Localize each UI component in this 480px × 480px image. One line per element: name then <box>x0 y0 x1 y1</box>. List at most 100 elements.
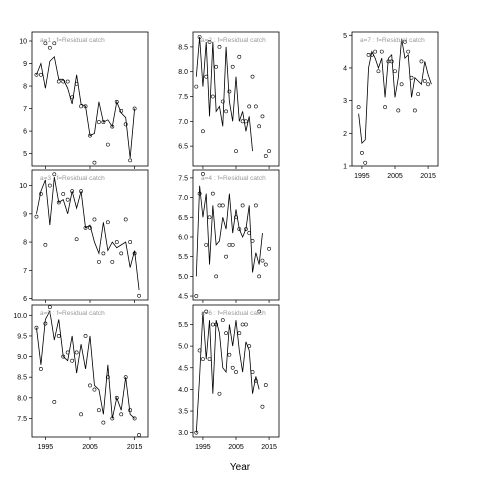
data-point <box>250 370 255 374</box>
y-tick-label: 4.5 <box>178 365 188 372</box>
y-tick-label: 8.5 <box>17 375 27 382</box>
data-point <box>214 274 219 279</box>
data-point <box>83 104 88 109</box>
data-point <box>257 309 262 314</box>
data-point <box>61 192 66 196</box>
y-tick-label: 10 <box>19 183 27 190</box>
data-point <box>74 237 79 242</box>
data-point <box>237 331 242 336</box>
data-point <box>220 203 225 208</box>
y-tick-label: 6.5 <box>178 144 188 151</box>
series-line <box>358 38 432 144</box>
data-point <box>204 74 209 79</box>
y-tick-label: 9.5 <box>17 333 27 340</box>
data-point <box>363 160 368 165</box>
data-point <box>101 420 106 425</box>
data-point <box>83 226 88 230</box>
data-point <box>224 331 228 336</box>
panel: 4.5 5.0 5.5 6.0 6.5 7.0 7.5 a=4 : f=Residual ca… <box>178 169 280 303</box>
y-tick-label: 9 <box>23 211 27 218</box>
panel-frame <box>192 169 280 301</box>
y-tick-label: 5.5 <box>178 254 188 261</box>
y-tick-label: 5 <box>23 151 27 158</box>
data-point <box>114 395 119 400</box>
data-point <box>70 95 75 100</box>
data-point <box>47 183 52 188</box>
panel-frame <box>192 31 280 167</box>
data-point <box>65 350 70 355</box>
data-point <box>39 72 43 77</box>
y-tick-label: 9 <box>23 61 27 68</box>
panel: 1 2 3 4 5 1995 2005 2015 a=7 : f=Residual catch <box>343 31 439 180</box>
data-point <box>128 240 133 244</box>
series-line <box>36 309 135 419</box>
data-point <box>207 40 212 44</box>
data-point <box>240 203 245 208</box>
data-point <box>34 214 39 219</box>
data-point <box>356 105 361 110</box>
y-tick-label: 7.5 <box>17 416 27 423</box>
panel-frame <box>31 304 149 438</box>
data-point <box>137 293 141 298</box>
panel-frame <box>351 31 439 167</box>
data-point <box>263 154 268 158</box>
panel-frame <box>31 31 149 167</box>
data-point <box>128 408 133 413</box>
data-point <box>101 251 106 256</box>
data-point <box>197 191 202 196</box>
panel-label: a=3 : f=Residual catch <box>40 175 105 182</box>
panel-label: a=7 : f=Residual catch <box>360 37 425 44</box>
data-point <box>97 408 101 413</box>
data-point <box>194 84 199 89</box>
data-point <box>369 52 374 57</box>
data-point <box>70 189 75 194</box>
y-tick-label: 8 <box>23 240 27 247</box>
panel: 5 6 7 8 9 10 a=1 : f=Residual catch <box>19 31 149 169</box>
y-tick-label: 6.5 <box>178 215 188 222</box>
data-point <box>92 160 97 165</box>
y-tick-label: 4.5 <box>178 294 188 301</box>
data-point <box>267 246 271 251</box>
data-point <box>379 49 384 54</box>
data-point <box>260 404 265 409</box>
data-point <box>214 64 219 69</box>
data-point <box>393 69 397 74</box>
data-point <box>250 239 255 243</box>
data-point <box>110 259 115 264</box>
data-point <box>194 294 199 298</box>
panel-label: a=2 : f=Residual catch <box>201 37 266 44</box>
data-point <box>105 142 110 147</box>
panel: 6.5 7.0 7.5 8.0 8.5 a=2 : f=Residual catch <box>178 31 280 169</box>
data-point <box>263 262 268 267</box>
data-point <box>56 200 61 205</box>
data-point <box>119 251 124 256</box>
data-point <box>88 133 92 138</box>
y-tick-label: 5.0 <box>178 274 188 281</box>
data-point <box>217 391 222 396</box>
data-point <box>210 94 215 99</box>
x-tick-label: 2005 <box>82 444 98 451</box>
data-point <box>56 334 61 338</box>
data-point <box>88 226 92 230</box>
data-point <box>65 197 70 202</box>
data-point <box>230 64 235 69</box>
data-point <box>47 45 52 50</box>
data-point <box>43 242 48 247</box>
x-tick-label: 1995 <box>354 173 370 180</box>
data-point <box>119 412 124 417</box>
data-point <box>101 120 106 124</box>
data-point <box>396 108 401 113</box>
data-point <box>224 254 228 259</box>
data-point <box>237 54 242 59</box>
data-point <box>52 41 57 46</box>
x-axis-title: Year <box>230 462 251 473</box>
data-point <box>247 231 252 235</box>
data-point <box>119 108 124 113</box>
data-point <box>227 352 232 357</box>
data-point <box>52 172 57 177</box>
data-point <box>244 322 248 327</box>
data-point <box>201 172 205 176</box>
data-point <box>260 258 265 263</box>
data-point <box>240 119 245 124</box>
